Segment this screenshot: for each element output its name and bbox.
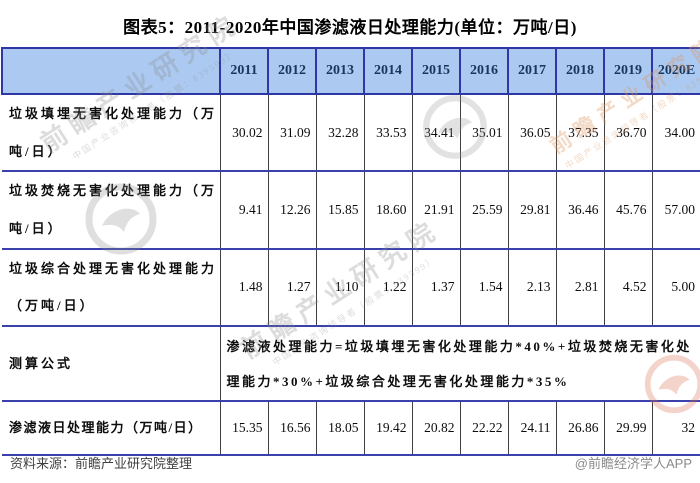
year-header: 2013 xyxy=(315,48,364,95)
source-note: 资料来源：前瞻产业研究院整理 xyxy=(10,456,193,471)
brand-credit: @前瞻经济学人APP xyxy=(574,456,692,471)
value-cell: 1.54 xyxy=(459,248,508,328)
table-header-row: 2011 2012 2013 2014 2015 2016 2017 2018 … xyxy=(1,48,700,95)
value-cell: 16.56 xyxy=(267,401,316,457)
value-cell: 15.35 xyxy=(219,401,268,457)
table-row-incineration: 垃圾焚烧无害化处理能力（万吨/日） 9.41 12.26 15.85 18.60… xyxy=(2,171,700,250)
value-cell: 18.60 xyxy=(363,171,412,250)
year-header: 2015 xyxy=(411,48,460,95)
table-row-landfill: 垃圾填埋无害化处理能力（万吨/日） 30.02 31.09 32.28 33.5… xyxy=(2,94,700,173)
value-cell: 12.26 xyxy=(267,171,316,250)
value-cell: 37.35 xyxy=(555,94,604,173)
value-cell: 1.48 xyxy=(219,248,268,328)
value-cell: 9.41 xyxy=(219,171,268,250)
footer: 资料来源：前瞻产业研究院整理 @前瞻经济学人APP xyxy=(0,453,700,472)
year-header: 2012 xyxy=(267,48,316,95)
row-label-cell: 垃圾填埋无害化处理能力（万吨/日） xyxy=(2,94,220,173)
year-header: 2016 xyxy=(459,48,508,95)
table-row-formula: 测算公式 渗滤液处理能力=垃圾填埋无害化处理能力*40%+垃圾焚烧无害化处理能力… xyxy=(2,326,700,403)
data-table: 2011 2012 2013 2014 2015 2016 2017 2018 … xyxy=(1,47,700,457)
value-cell: 45.76 xyxy=(603,171,652,250)
value-cell: 22.22 xyxy=(459,401,508,457)
value-cell: 35.01 xyxy=(459,94,508,173)
value-cell: 15.85 xyxy=(315,171,364,250)
value-cell: 34.00 xyxy=(651,94,700,173)
value-cell: 33.53 xyxy=(363,94,412,173)
value-cell: 26.86 xyxy=(555,401,604,457)
value-cell: 32.28 xyxy=(315,94,364,173)
row-label-cell: 测算公式 xyxy=(2,326,220,403)
year-header: 2018 xyxy=(555,48,604,95)
value-cell: 1.37 xyxy=(411,248,460,328)
value-cell: 20.82 xyxy=(411,401,460,457)
figure-title: 图表5：2011-2020年中国渗滤液日处理能力(单位：万吨/日) xyxy=(123,18,577,37)
table-row-comprehensive: 垃圾综合处理无害化处理能力（万吨/日） 1.48 1.27 1.10 1.22 … xyxy=(2,248,700,328)
value-cell: 36.46 xyxy=(555,171,604,250)
year-header: 2020E xyxy=(651,48,700,95)
row-label-cell: 垃圾焚烧无害化处理能力（万吨/日） xyxy=(2,171,220,250)
year-header: 2017 xyxy=(507,48,556,95)
value-cell: 21.91 xyxy=(411,171,460,250)
value-cell: 31.09 xyxy=(267,94,316,173)
value-cell: 2.81 xyxy=(555,248,604,328)
value-cell: 25.59 xyxy=(459,171,508,250)
value-cell: 5.00 xyxy=(651,248,700,328)
value-cell: 1.22 xyxy=(363,248,412,328)
year-header: 2019 xyxy=(603,48,652,95)
row-label-cell: 渗滤液日处理能力（万吨/日） xyxy=(2,401,220,457)
value-cell: 19.42 xyxy=(363,401,412,457)
value-cell: 29.81 xyxy=(507,171,556,250)
year-header: 2011 xyxy=(219,48,268,95)
value-cell: 36.70 xyxy=(603,94,652,173)
value-cell: 57.00 xyxy=(651,171,700,250)
value-cell: 2.13 xyxy=(507,248,556,328)
value-cell: 1.27 xyxy=(267,248,316,328)
value-cell: 1.10 xyxy=(315,248,364,328)
value-cell: 32 xyxy=(651,401,700,457)
value-cell: 29.99 xyxy=(603,401,652,457)
formula-cell: 渗滤液处理能力=垃圾填埋无害化处理能力*40%+垃圾焚烧无害化处理能力*30%+… xyxy=(219,326,700,403)
value-cell: 24.11 xyxy=(507,401,556,457)
value-cell: 34.41 xyxy=(411,94,460,173)
row-label-cell: 垃圾综合处理无害化处理能力（万吨/日） xyxy=(2,248,220,328)
value-cell: 30.02 xyxy=(219,94,268,173)
year-header: 2014 xyxy=(363,48,412,95)
value-cell: 18.05 xyxy=(315,401,364,457)
value-cell: 4.52 xyxy=(603,248,652,328)
value-cell: 36.05 xyxy=(507,94,556,173)
header-empty-cell xyxy=(1,48,220,95)
table-row-leachate-capacity: 渗滤液日处理能力（万吨/日） 15.35 16.56 18.05 19.42 2… xyxy=(2,401,700,457)
